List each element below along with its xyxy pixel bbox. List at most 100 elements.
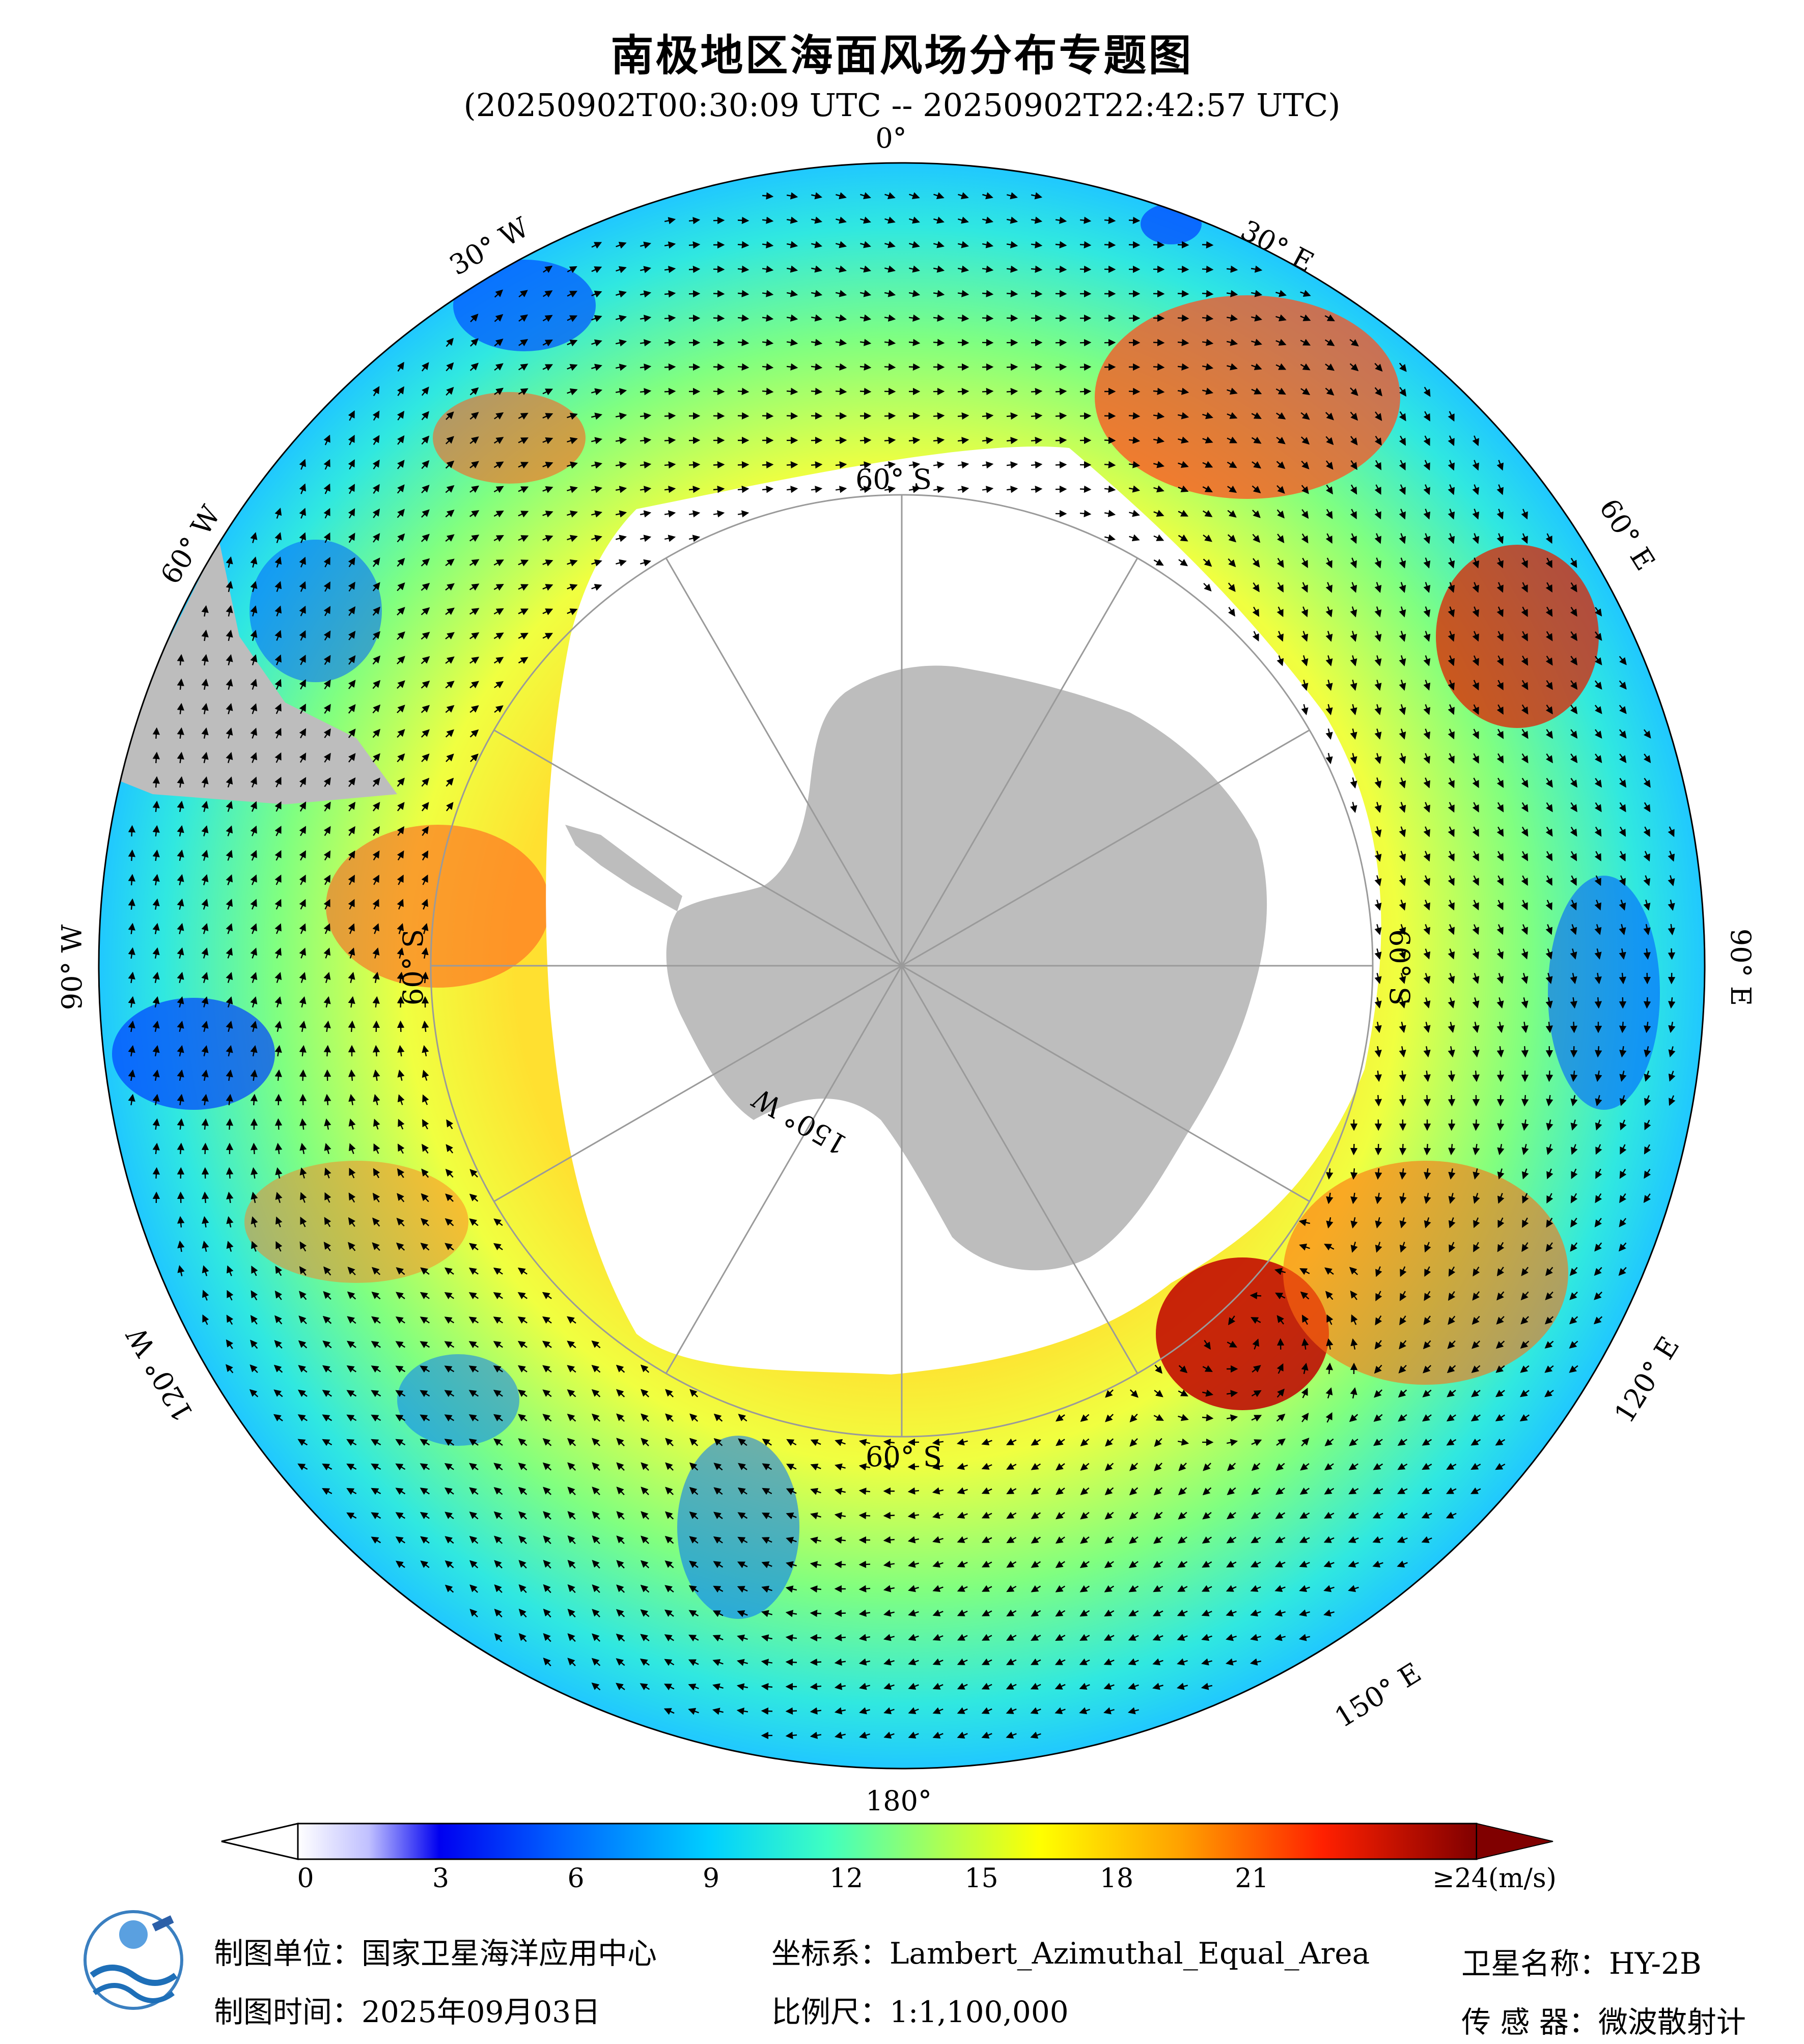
wind-arrow bbox=[615, 412, 627, 420]
wind-arrow bbox=[933, 314, 945, 322]
wind-arrow bbox=[640, 363, 652, 371]
wind-arrow bbox=[591, 388, 603, 396]
wind-arrow bbox=[1350, 484, 1357, 495]
wind-arrow bbox=[810, 1658, 822, 1666]
wind-arrow bbox=[1177, 387, 1189, 395]
label-lon-150e: 150° E bbox=[1329, 1657, 1427, 1734]
wind-arrow bbox=[1006, 241, 1018, 248]
wind-arrow bbox=[957, 412, 969, 420]
wind-arrow bbox=[250, 630, 258, 641]
wind-arrow bbox=[1350, 557, 1357, 569]
wind-arrow bbox=[713, 363, 725, 371]
wind-arrow bbox=[1228, 582, 1236, 592]
wind-arrow bbox=[421, 558, 430, 567]
wind-arrow bbox=[397, 680, 405, 689]
wind-arrow bbox=[1276, 436, 1286, 444]
wind-arrow bbox=[1350, 411, 1358, 421]
wind-arrow bbox=[836, 216, 847, 224]
wind-arrow bbox=[933, 412, 945, 420]
wind-arrow bbox=[250, 532, 258, 543]
wind-arrow bbox=[1448, 533, 1455, 544]
wind-arrow bbox=[201, 1191, 209, 1203]
wind-arrow bbox=[908, 290, 921, 297]
wind-arrow bbox=[615, 510, 627, 518]
wind-arrow bbox=[445, 681, 455, 689]
wind-arrow bbox=[615, 437, 627, 444]
wind-arrow bbox=[982, 192, 993, 200]
wind-arrow bbox=[1031, 412, 1043, 420]
wind-arrow bbox=[1423, 411, 1430, 422]
wind-arrow bbox=[640, 315, 652, 322]
wind-arrow bbox=[1448, 435, 1455, 446]
wind-arrow bbox=[1325, 436, 1334, 445]
wind-arrow bbox=[1619, 680, 1627, 690]
wind-arrow bbox=[1301, 679, 1309, 691]
wind-arrow bbox=[421, 631, 430, 640]
wind-arrow bbox=[640, 412, 652, 420]
wind-arrow bbox=[1153, 436, 1165, 444]
wind-arrow bbox=[1325, 582, 1333, 593]
wind-arrow bbox=[397, 386, 404, 396]
wind-arrow bbox=[421, 680, 430, 689]
wind-arrow bbox=[1275, 314, 1287, 322]
wind-arrow bbox=[299, 704, 306, 714]
wind-arrow bbox=[1226, 339, 1238, 346]
wind-arrow bbox=[542, 486, 553, 493]
wind-arrow bbox=[860, 265, 872, 273]
wind-arrow bbox=[493, 657, 504, 664]
wind-arrow bbox=[1202, 363, 1214, 371]
wind-arrow bbox=[518, 584, 529, 591]
wind-arrow bbox=[982, 290, 994, 297]
wind-arrow bbox=[1570, 1021, 1578, 1033]
wind-arrow bbox=[1006, 486, 1018, 493]
wind-arrow bbox=[518, 633, 529, 640]
wind-arrow bbox=[567, 315, 578, 322]
wind-arrow bbox=[1325, 387, 1335, 396]
wind-arrow bbox=[835, 363, 847, 371]
wind-arrow bbox=[1301, 485, 1309, 494]
wind-arrow bbox=[445, 583, 455, 591]
wind-arrow bbox=[518, 535, 529, 542]
wind-arrow bbox=[982, 241, 994, 248]
wind-arrow bbox=[786, 486, 798, 493]
wind-arrow bbox=[1275, 290, 1287, 297]
wind-arrow bbox=[518, 657, 529, 664]
wind-arrow bbox=[469, 485, 480, 493]
wind-arrow bbox=[664, 486, 676, 493]
wind-arrow bbox=[834, 1609, 846, 1617]
wind-arrow bbox=[640, 388, 652, 396]
wind-arrow bbox=[1448, 655, 1455, 666]
wind-arrow bbox=[1349, 363, 1359, 372]
wind-arrow bbox=[591, 486, 603, 493]
wind-arrow bbox=[397, 361, 404, 372]
wind-arrow bbox=[1228, 607, 1235, 617]
wind-arrow bbox=[1570, 631, 1577, 641]
wind-arrow bbox=[372, 704, 381, 714]
wind-arrow bbox=[982, 461, 994, 469]
wind-arrow bbox=[1496, 582, 1504, 593]
wind-arrow bbox=[1324, 314, 1335, 321]
wind-arrow bbox=[299, 532, 306, 543]
wind-arrow bbox=[982, 265, 994, 273]
wind-arrow bbox=[1301, 606, 1308, 618]
wind-arrow bbox=[1300, 412, 1310, 420]
antarctic-peninsula bbox=[565, 825, 682, 911]
wind-arrow bbox=[1301, 631, 1309, 642]
wind-arrow bbox=[567, 364, 578, 371]
wind-arrow bbox=[786, 461, 798, 469]
wind-arrow bbox=[884, 436, 896, 444]
wind-arrow bbox=[1594, 997, 1602, 1009]
wind-arrow bbox=[1325, 460, 1334, 470]
wind-arrow bbox=[397, 607, 405, 616]
scale-label: 比例尺：1:1,100,000 bbox=[771, 1995, 1069, 2029]
wind-arrow bbox=[1227, 485, 1237, 493]
wind-arrow bbox=[1031, 241, 1043, 248]
wind-arrow bbox=[1301, 533, 1309, 544]
wind-arrow bbox=[664, 535, 676, 542]
wind-arrow bbox=[957, 314, 969, 322]
wind-arrow bbox=[1325, 533, 1333, 544]
wind-arrow bbox=[1324, 339, 1335, 346]
wind-arrow bbox=[323, 581, 330, 592]
wind-arrow bbox=[933, 265, 945, 273]
wind-arrow bbox=[1619, 656, 1627, 665]
